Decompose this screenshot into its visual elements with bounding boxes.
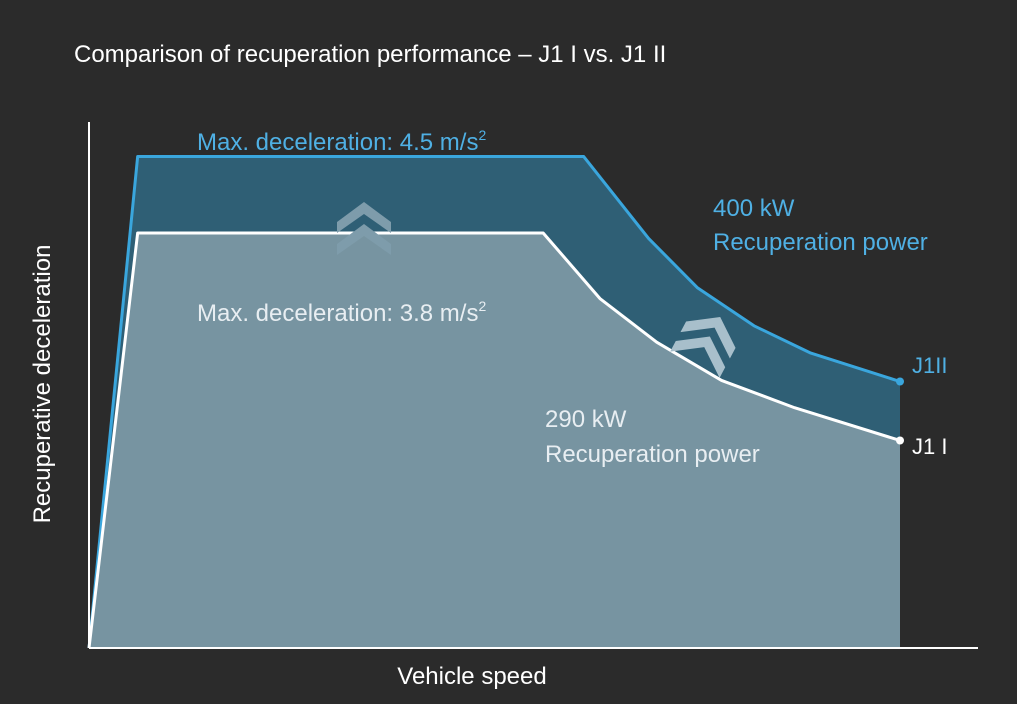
j1i-power-label: Recuperation power bbox=[545, 441, 760, 468]
series-label-j1ii: J1II bbox=[912, 353, 947, 378]
chart-title: Comparison of recuperation performance –… bbox=[74, 41, 666, 68]
y-axis-label: Recuperative deceleration bbox=[29, 245, 56, 524]
series-line-j1ii bbox=[87, 155, 901, 649]
double-chevron-diagonal-icon bbox=[670, 317, 736, 378]
j1ii-power-label: Recuperation power bbox=[713, 229, 928, 256]
x-axis-label: Vehicle speed bbox=[397, 663, 546, 690]
series-endpoint-j1i bbox=[896, 436, 904, 445]
j1ii-power-value: 400 kW bbox=[713, 195, 795, 222]
j1ii-max-decel-label: Max. deceleration: 4.5 m/s2 bbox=[197, 127, 486, 156]
double-chevron-up-icon bbox=[337, 202, 391, 255]
series-line-j1i bbox=[87, 231, 901, 649]
series-label-j1i: J1 I bbox=[912, 434, 947, 459]
series-endpoint-j1ii bbox=[896, 377, 904, 386]
series-areas bbox=[87, 155, 904, 649]
j1i-max-decel-label: Max. deceleration: 3.8 m/s2 bbox=[197, 298, 486, 327]
j1i-power-value: 290 kW bbox=[545, 406, 627, 433]
series-area-j1i bbox=[89, 232, 900, 648]
